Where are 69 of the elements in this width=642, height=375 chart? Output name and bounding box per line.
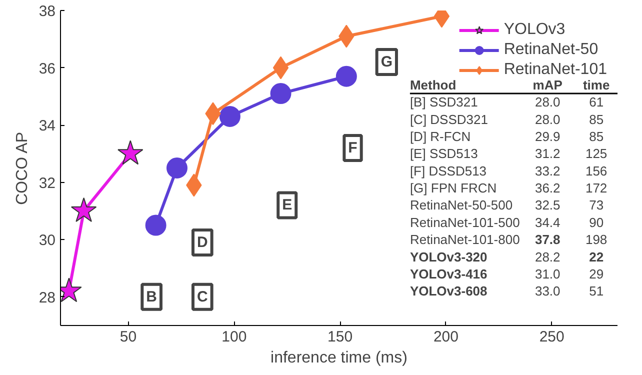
x-tick-label: 250 (539, 328, 564, 346)
annotation: 125 (585, 146, 608, 162)
y-axis-title: COCO AP (14, 132, 31, 205)
legend-label: RetinaNet-101 (504, 60, 607, 80)
annotation: 28.0 (534, 94, 560, 110)
legend-label: YOLOv3 (504, 20, 566, 40)
annotation: F (348, 139, 358, 156)
annotation: RetinaNet-101-500 (410, 214, 520, 230)
annotation: 33.0 (534, 284, 560, 299)
y-tick-label: 28 (38, 289, 56, 306)
annotation: 198 (585, 232, 608, 248)
annotation: YOLOv3-608 (410, 284, 488, 299)
annotation: 29 (589, 266, 604, 282)
y-tick-label: 36 (38, 60, 56, 78)
point (70, 197, 97, 222)
point (270, 83, 292, 104)
annotation: 34.4 (534, 214, 560, 230)
y-tick-label: 34 (38, 118, 56, 135)
annotation: 172 (585, 180, 608, 196)
y-tick-label: 30 (38, 232, 56, 250)
x-tick-label: 100 (222, 328, 247, 346)
annotation: [D] R-FCN (410, 129, 471, 144)
annotation: RetinaNet-101-800 (410, 232, 520, 248)
annotation: YOLOv3-416 (410, 266, 488, 282)
annotation: E (282, 196, 292, 214)
point (336, 66, 357, 87)
annotation: 28.2 (534, 249, 560, 264)
annotation: 156 (585, 163, 608, 178)
annotation: [C] DSSD321 (410, 112, 488, 127)
y-tick-label: 38 (38, 3, 56, 20)
annotation: 28.0 (534, 112, 560, 127)
annotation: 22 (589, 249, 604, 264)
point (118, 140, 144, 165)
annotation: 31.0 (534, 266, 560, 282)
annotation: 85 (589, 112, 604, 127)
point (166, 158, 188, 178)
point (219, 106, 240, 127)
annotation: 33.2 (534, 163, 560, 178)
annotation: G (380, 54, 392, 71)
annotation: C (196, 288, 208, 306)
annotation: 37.8 (534, 232, 560, 248)
x-tick-label: 50 (120, 328, 137, 346)
annotation: 51 (589, 284, 604, 299)
legend-label: RetinaNet-50 (504, 40, 598, 60)
annotation: 36.2 (534, 180, 560, 196)
annotation: mAP (532, 77, 563, 92)
annotation: [E] SSD513 (410, 146, 478, 162)
annotation: [F] DSSD513 (410, 163, 487, 178)
annotation: [G] FPN FRCN (410, 180, 497, 196)
annotation: [B] SSD321 (410, 94, 478, 110)
annotation: 31.2 (534, 146, 560, 162)
x-axis-title: inference time (ms) (270, 350, 408, 366)
annotation: 73 (589, 198, 604, 213)
annotation: D (196, 234, 208, 251)
point (145, 214, 166, 236)
annotation: 85 (589, 129, 604, 144)
x-tick-label: 150 (328, 328, 353, 346)
annotation: time (582, 77, 610, 92)
point (272, 56, 289, 80)
annotation: RetinaNet-50-500 (410, 198, 513, 213)
annotation: 61 (589, 94, 604, 110)
annotation: 90 (589, 214, 604, 230)
annotation: 29.9 (534, 129, 560, 144)
annotation: 32.5 (534, 198, 560, 213)
annotation: Method (410, 77, 456, 92)
x-tick-label: 200 (433, 328, 458, 346)
annotation: YOLOv3-320 (410, 249, 488, 264)
annotation: B (146, 288, 158, 306)
y-tick-label: 32 (38, 174, 56, 192)
